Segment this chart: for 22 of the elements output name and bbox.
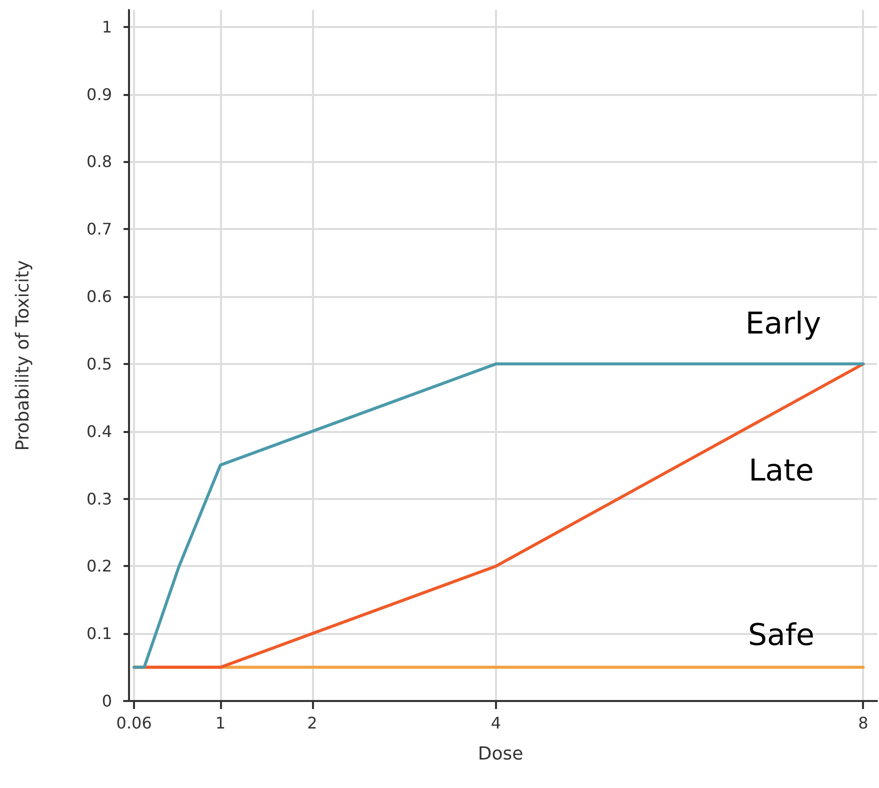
series-label: Early <box>745 306 822 342</box>
y-tick-label: 0.3 <box>86 489 112 508</box>
y-tick-label: 0 <box>102 692 112 710</box>
series-label: Late <box>748 453 814 488</box>
line-series <box>132 362 865 669</box>
x-tick-label: 0.06 <box>116 714 152 732</box>
x-tick-label: 1 <box>215 714 226 732</box>
x-tick-label: 8 <box>858 714 868 732</box>
y-tick-label: 0.9 <box>86 84 112 104</box>
series-label: Safe <box>748 618 814 653</box>
y-tick-label: 0.6 <box>86 287 112 306</box>
y-axis-title: Probability of Toxicity <box>12 260 34 451</box>
x-tick-label: 4 <box>490 714 501 732</box>
x-axis-title: Dose <box>478 744 524 764</box>
y-tick-label: 0.7 <box>86 220 112 239</box>
y-tick-label: 0.8 <box>86 152 112 172</box>
y-tick-label: 0.2 <box>86 556 112 576</box>
y-tick-label: 0.1 <box>86 624 112 644</box>
x-tick-label: 2 <box>307 714 318 732</box>
y-tick-label: 1 <box>102 17 112 36</box>
y-tick-label: 0.4 <box>86 422 112 441</box>
y-tick-label: 0.5 <box>86 354 112 374</box>
